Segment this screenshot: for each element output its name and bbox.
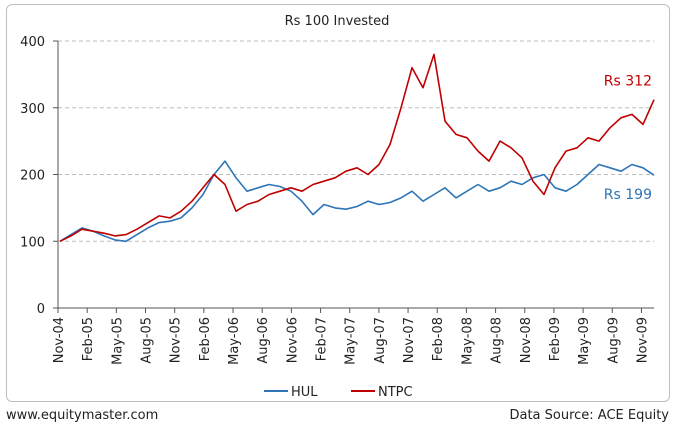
y-tick-label: 100 [20, 235, 45, 250]
x-tick-label: May-06 [227, 317, 242, 365]
x-tick-label: Nov-06 [285, 317, 300, 363]
x-tick-label: Aug-05 [140, 317, 155, 364]
x-tick-label: Nov-04 [52, 317, 67, 363]
series-line-ntpc [59, 53, 655, 243]
series: Rs 199 Rs 312 [59, 53, 655, 243]
y-tick-label: 0 [37, 302, 45, 317]
chart-frame [6, 4, 670, 402]
x-tick-label: May-05 [110, 317, 125, 365]
footer-data-source: Data Source: ACE Equity [509, 408, 669, 423]
series-line-hul [59, 160, 655, 243]
x-tick-label: Feb-09 [548, 317, 563, 361]
x-tick-label: Feb-06 [198, 317, 213, 361]
x-tick-label: Feb-08 [431, 317, 446, 361]
y-tick-label: 400 [20, 35, 45, 50]
end-label-ntpc: Rs 312 [604, 74, 652, 90]
x-axis: Nov-04 Feb-05 May-05 Aug-05 Nov-05 Feb-06 May-… [52, 307, 654, 365]
y-tick-label: 200 [20, 169, 45, 184]
x-tick-label: Nov-07 [402, 317, 417, 363]
y-tick-label: 300 [20, 102, 45, 117]
grid [58, 40, 654, 242]
end-label-hul: Rs 199 [604, 187, 652, 203]
x-tick-label: Aug-08 [490, 317, 505, 364]
x-tick-label: Nov-09 [635, 317, 650, 363]
legend: HUL NTPC [264, 385, 413, 400]
x-tick-label: May-09 [577, 317, 592, 365]
x-tick-label: May-07 [344, 317, 359, 365]
x-tick-label: Aug-06 [256, 317, 271, 364]
legend-label: NTPC [378, 385, 413, 400]
x-tick-label: Aug-09 [606, 317, 621, 364]
chart-title: Rs 100 Invested [285, 14, 390, 29]
x-tick-label: Nov-08 [519, 317, 534, 363]
footer-website: www.equitymaster.com [6, 408, 159, 423]
x-tick-label: Aug-07 [373, 317, 388, 364]
legend-label: HUL [291, 385, 318, 400]
x-tick-label: Nov-05 [169, 317, 184, 363]
x-tick-label: Feb-07 [315, 317, 330, 361]
y-axis: 0 100 200 300 400 [20, 35, 59, 317]
x-tick-label: Feb-05 [81, 317, 96, 361]
x-tick-label: May-08 [460, 317, 475, 365]
